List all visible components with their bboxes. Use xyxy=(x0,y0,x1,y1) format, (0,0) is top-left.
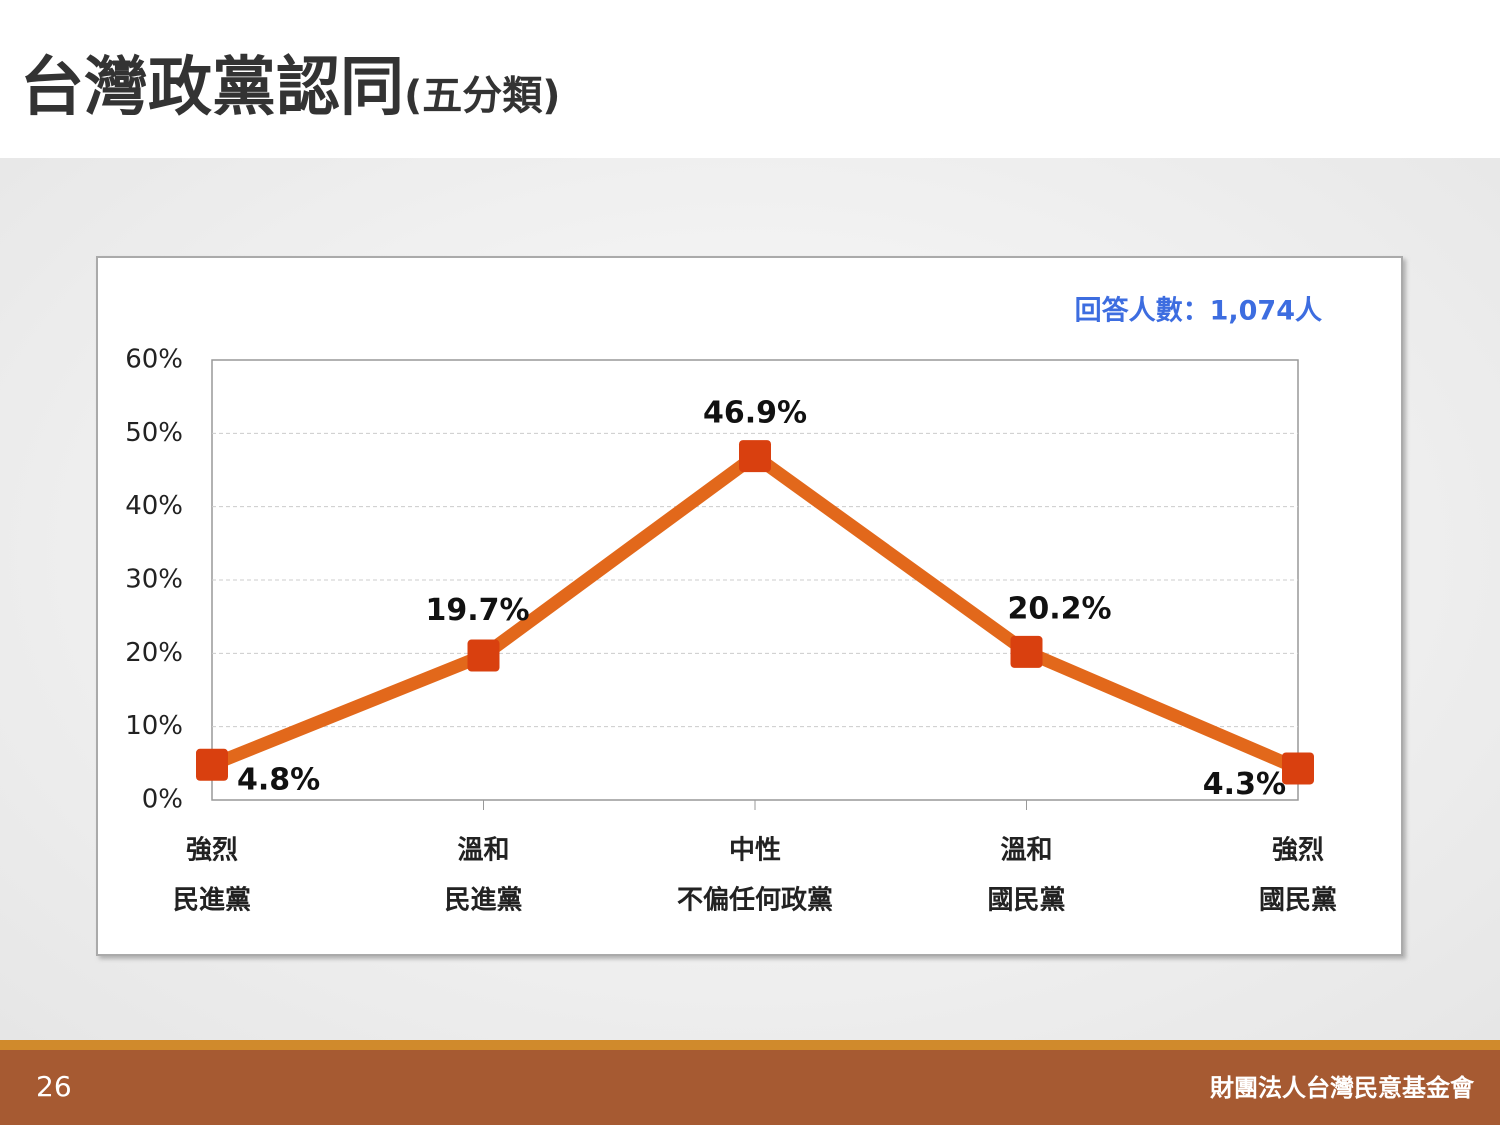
y-tick-label: 20% xyxy=(125,638,183,668)
marker xyxy=(467,639,500,672)
x-tick-label: 強烈 xyxy=(1272,836,1324,866)
value-label: 20.2% xyxy=(1007,591,1111,626)
y-tick-label: 60% xyxy=(125,345,183,375)
marker xyxy=(739,440,771,473)
x-tick-label: 民進黨 xyxy=(444,886,522,916)
value-label: 19.7% xyxy=(425,593,529,628)
y-tick-label: 10% xyxy=(125,711,183,741)
annotation: 回答人數：1,074人 xyxy=(1075,295,1322,327)
footer: 26 財團法人台灣民意基金會 xyxy=(0,1050,1500,1125)
x-tick-label: 中性 xyxy=(729,836,781,866)
y-tick-label: 30% xyxy=(125,565,183,595)
organization: 財團法人台灣民意基金會 xyxy=(1210,1074,1474,1102)
page-number: 26 xyxy=(36,1070,72,1103)
marker xyxy=(1282,752,1314,785)
marker xyxy=(196,748,228,781)
value-label: 46.9% xyxy=(703,396,807,431)
x-tick-label: 民進黨 xyxy=(173,886,251,916)
footer-stripe xyxy=(0,1040,1500,1050)
x-tick-label: 不偏任何政黨 xyxy=(677,885,833,916)
y-tick-label: 40% xyxy=(125,491,183,521)
y-tick-label: 0% xyxy=(142,785,183,815)
value-label: 4.3% xyxy=(1203,767,1286,802)
value-label: 4.8% xyxy=(237,762,320,797)
subtitle: (五分類) xyxy=(404,73,561,119)
marker xyxy=(1010,635,1043,668)
title-block: 台灣政黨認同(五分類) xyxy=(20,36,561,128)
x-tick-label: 強烈 xyxy=(186,836,238,866)
x-tick-label: 國民黨 xyxy=(1259,886,1337,916)
y-tick-label: 50% xyxy=(125,418,183,448)
x-tick-label: 溫和 xyxy=(457,836,509,866)
title: 台灣政黨認同 xyxy=(20,51,404,125)
x-tick-label: 溫和 xyxy=(1000,836,1052,866)
x-tick-label: 國民黨 xyxy=(987,886,1065,916)
chart-frame xyxy=(96,256,1403,956)
